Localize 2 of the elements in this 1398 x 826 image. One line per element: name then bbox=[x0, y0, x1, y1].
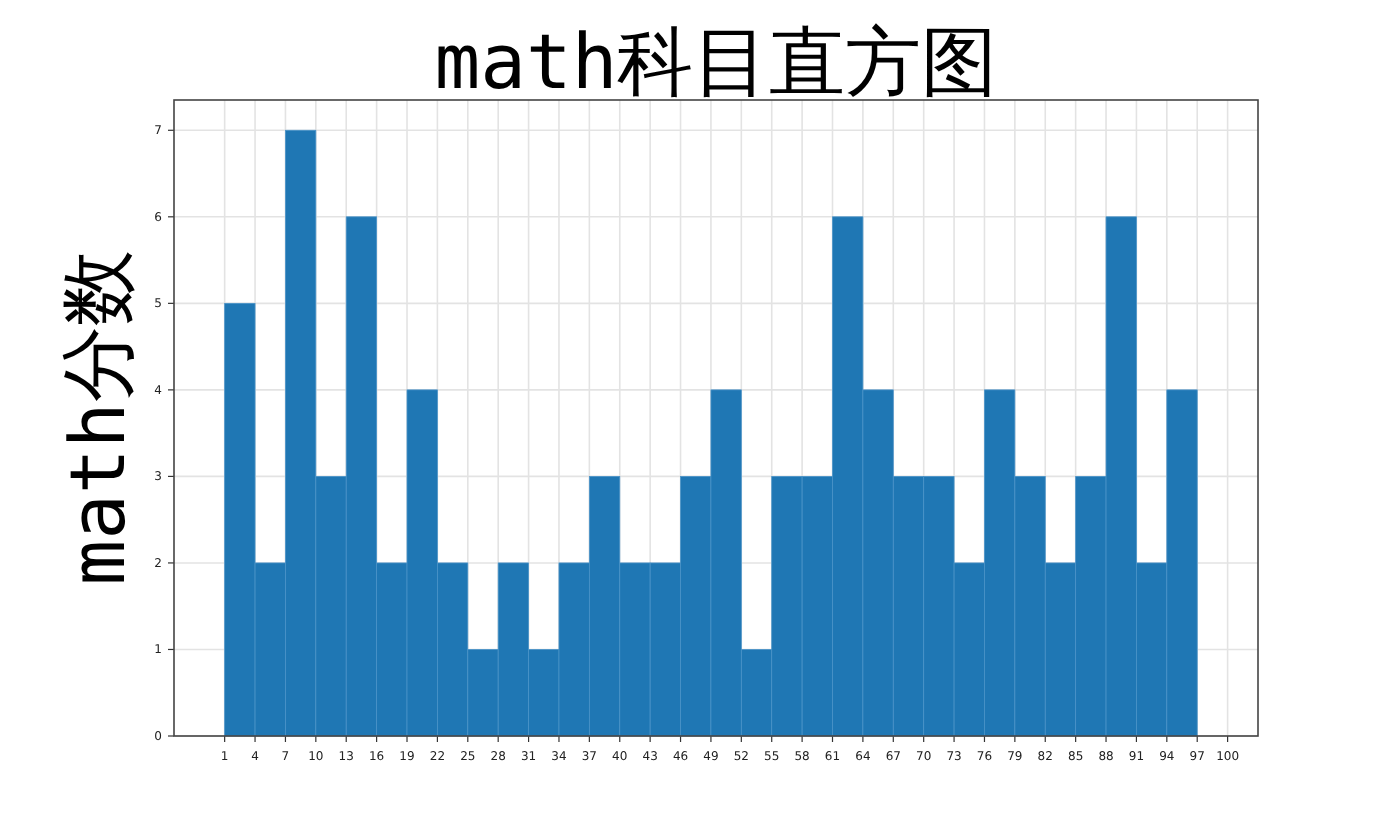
chart-title: math科目直方图 bbox=[434, 18, 998, 106]
y-axis-title: math分数 bbox=[54, 250, 142, 586]
